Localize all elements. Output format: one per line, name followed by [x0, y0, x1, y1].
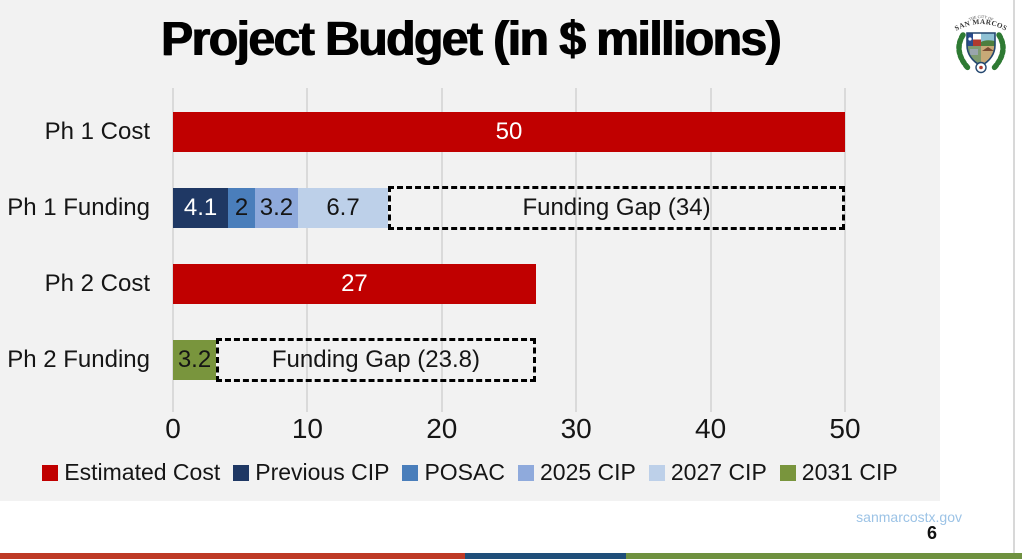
- legend-swatch-icon: [648, 464, 665, 481]
- legend: Estimated Cost Previous CIP POSAC 2025 CIP 2…: [0, 459, 940, 486]
- legend-label: POSAC: [424, 459, 505, 485]
- right-edge-line: [1013, 0, 1015, 553]
- category-label: Ph 1 Cost: [44, 118, 150, 145]
- seal-badge-dot: [979, 65, 983, 70]
- chart-title: Project Budget (in $ millions): [160, 13, 781, 66]
- funding-gap-box: Funding Gap (23.8): [216, 338, 536, 382]
- bar-segment: 3.2: [254, 188, 298, 228]
- legend-item: 2027 CIP: [648, 459, 767, 486]
- gridline: [844, 88, 846, 412]
- legend-swatch-icon: [233, 464, 250, 481]
- bar-segment: 6.7: [297, 188, 389, 228]
- bar-segment: 3.2: [173, 340, 216, 380]
- legend-swatch-icon: [42, 464, 59, 481]
- legend-swatch-icon: [779, 464, 796, 481]
- gridline: [440, 88, 443, 412]
- legend-label: 2031 CIP: [801, 459, 898, 485]
- x-axis-tick-label: 40: [695, 413, 727, 444]
- bar-segment: 50: [173, 112, 845, 152]
- legend-item: Estimated Cost: [42, 459, 220, 486]
- page-number: 6: [926, 523, 937, 543]
- legend-swatch-icon: [517, 464, 534, 481]
- legend-label: Estimated Cost: [64, 459, 221, 485]
- gridline: [709, 88, 712, 412]
- x-axis-tick-label: 10: [291, 413, 323, 444]
- logo-tagline: THE CITY OF: [968, 14, 995, 22]
- bar-segment: 4.1: [173, 188, 229, 228]
- x-axis-tick-label: 20: [426, 413, 458, 444]
- laurel-left-icon: [956, 32, 971, 71]
- city-seal-logo: THE CITY OF SAN MARCOS: [953, 14, 1008, 74]
- funding-gap-box: Funding Gap (34): [388, 186, 845, 230]
- x-axis-tick-label: 30: [560, 413, 592, 444]
- legend-item: 2025 CIP: [517, 459, 636, 486]
- footer-stripe-blue: [465, 553, 626, 559]
- footer-stripe-green: [626, 553, 1022, 559]
- bar-segment: 27: [173, 264, 536, 304]
- category-label: Ph 2 Cost: [44, 270, 150, 297]
- chart-background: [0, 0, 940, 501]
- logo-name: SAN MARCOS: [953, 18, 1008, 33]
- bar-segment: 2: [228, 188, 255, 228]
- category-label: Ph 2 Funding: [7, 346, 150, 373]
- footer-stripe-red: [0, 553, 465, 559]
- legend-item: 2031 CIP: [779, 459, 898, 486]
- legend-item: Previous CIP: [233, 459, 389, 486]
- gridline: [306, 88, 309, 412]
- x-axis-tick-label: 0: [165, 413, 181, 444]
- footer-website-link[interactable]: sanmarcostx.gov: [856, 509, 962, 525]
- x-axis-tick-label: 50: [829, 413, 861, 444]
- footer-stripe: [0, 553, 1022, 559]
- category-label: Ph 1 Funding: [7, 194, 150, 221]
- legend-label: Previous CIP: [255, 459, 390, 485]
- legend-label: 2025 CIP: [539, 459, 636, 485]
- gridline: [575, 88, 578, 412]
- legend-label: 2027 CIP: [670, 459, 767, 485]
- legend-swatch-icon: [402, 464, 419, 481]
- gridline: [172, 88, 174, 412]
- legend-item: POSAC: [402, 459, 505, 486]
- laurel-right-icon: [991, 32, 1006, 71]
